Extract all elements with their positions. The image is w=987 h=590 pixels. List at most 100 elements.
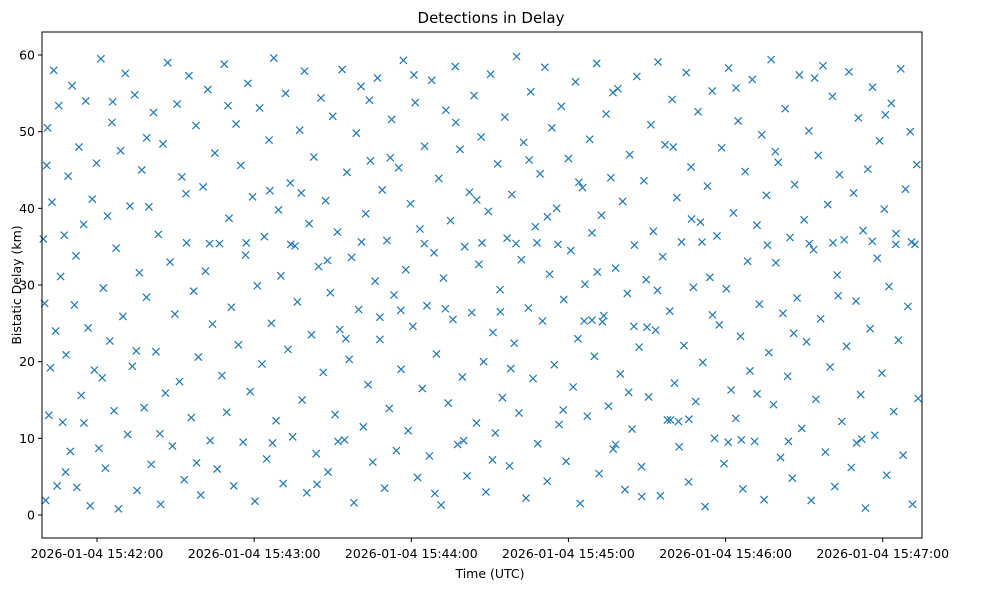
data-point [835, 170, 844, 179]
data-point [536, 169, 545, 178]
data-point [46, 363, 55, 372]
data-point [79, 220, 88, 229]
data-point [105, 336, 114, 345]
data-point [771, 147, 780, 156]
data-point [802, 337, 811, 346]
data-point [470, 91, 479, 100]
data-point [694, 107, 703, 116]
data-point [852, 438, 861, 447]
data-point [724, 64, 733, 73]
data-point [844, 67, 853, 76]
data-point [375, 313, 384, 322]
y-axis-label: Bistatic Delay (km) [9, 225, 24, 344]
data-point [907, 238, 916, 247]
data-point [345, 355, 354, 364]
data-point [771, 258, 780, 267]
data-point [719, 459, 729, 468]
data-point [177, 172, 186, 181]
data-point [474, 260, 483, 269]
data-point [399, 56, 408, 65]
data-point [222, 408, 231, 417]
data-point [187, 413, 196, 422]
data-point [691, 397, 700, 406]
y-tick-label: 10 [19, 431, 35, 446]
data-point [599, 311, 608, 320]
data-point [578, 183, 587, 192]
data-point [609, 445, 618, 454]
data-point [173, 100, 182, 109]
data-point [496, 285, 505, 294]
data-point [632, 72, 641, 81]
data-point [790, 180, 799, 189]
chart-title: Detections in Delay [418, 9, 565, 27]
data-point [776, 453, 785, 462]
data-point [265, 186, 274, 195]
data-point [455, 145, 465, 154]
data-point [717, 143, 726, 152]
data-point [192, 458, 201, 467]
data-point [653, 57, 663, 66]
data-point [321, 196, 330, 205]
data-point [283, 345, 292, 354]
data-point [595, 469, 604, 478]
data-point [887, 99, 896, 108]
data-point [79, 418, 88, 428]
data-point [880, 205, 889, 214]
data-point [736, 332, 745, 341]
data-point [41, 496, 50, 505]
data-point [323, 468, 333, 477]
data-point [196, 491, 205, 500]
data-point [760, 495, 769, 504]
data-point [434, 174, 443, 183]
data-point [722, 284, 731, 293]
data-point [543, 212, 552, 221]
data-point [158, 139, 168, 148]
data-point [392, 446, 401, 455]
data-point [64, 172, 73, 181]
data-point [359, 422, 368, 431]
data-point [361, 209, 370, 218]
data-point [623, 289, 632, 298]
data-point [593, 267, 602, 276]
data-point [472, 418, 481, 428]
data-point [170, 310, 179, 319]
data-point [611, 264, 620, 273]
data-point [341, 334, 350, 343]
data-point [637, 492, 646, 501]
data-point [616, 369, 625, 378]
data-point [248, 192, 257, 201]
data-point [161, 389, 170, 398]
x-axis: 2026-01-04 15:42:00 2026-01-04 15:43:00 20… [31, 538, 949, 561]
data-point [757, 130, 766, 139]
data-point [319, 368, 328, 377]
data-point [793, 294, 802, 303]
data-point [484, 207, 493, 216]
data-point [837, 417, 846, 426]
data-point [734, 116, 743, 125]
data-point [486, 70, 495, 79]
data-point [752, 389, 762, 398]
data-point [194, 353, 203, 362]
data-point [375, 335, 384, 344]
data-point [409, 70, 418, 79]
data-point [545, 270, 554, 279]
data-point [227, 303, 236, 312]
data-point [884, 282, 894, 291]
data-point [130, 90, 139, 99]
data-point [98, 373, 107, 382]
data-point [338, 65, 347, 74]
data-point [804, 126, 813, 135]
data-point [684, 415, 693, 424]
data-point [821, 448, 830, 457]
data-point [297, 188, 306, 198]
data-point [784, 437, 793, 446]
data-point [674, 417, 683, 426]
data-point [767, 55, 776, 64]
data-point [368, 458, 377, 467]
data-point [109, 406, 119, 415]
data-point [665, 307, 674, 316]
data-point [205, 239, 214, 248]
data-point [128, 362, 137, 371]
data-point [94, 444, 103, 453]
data-point [305, 219, 314, 228]
